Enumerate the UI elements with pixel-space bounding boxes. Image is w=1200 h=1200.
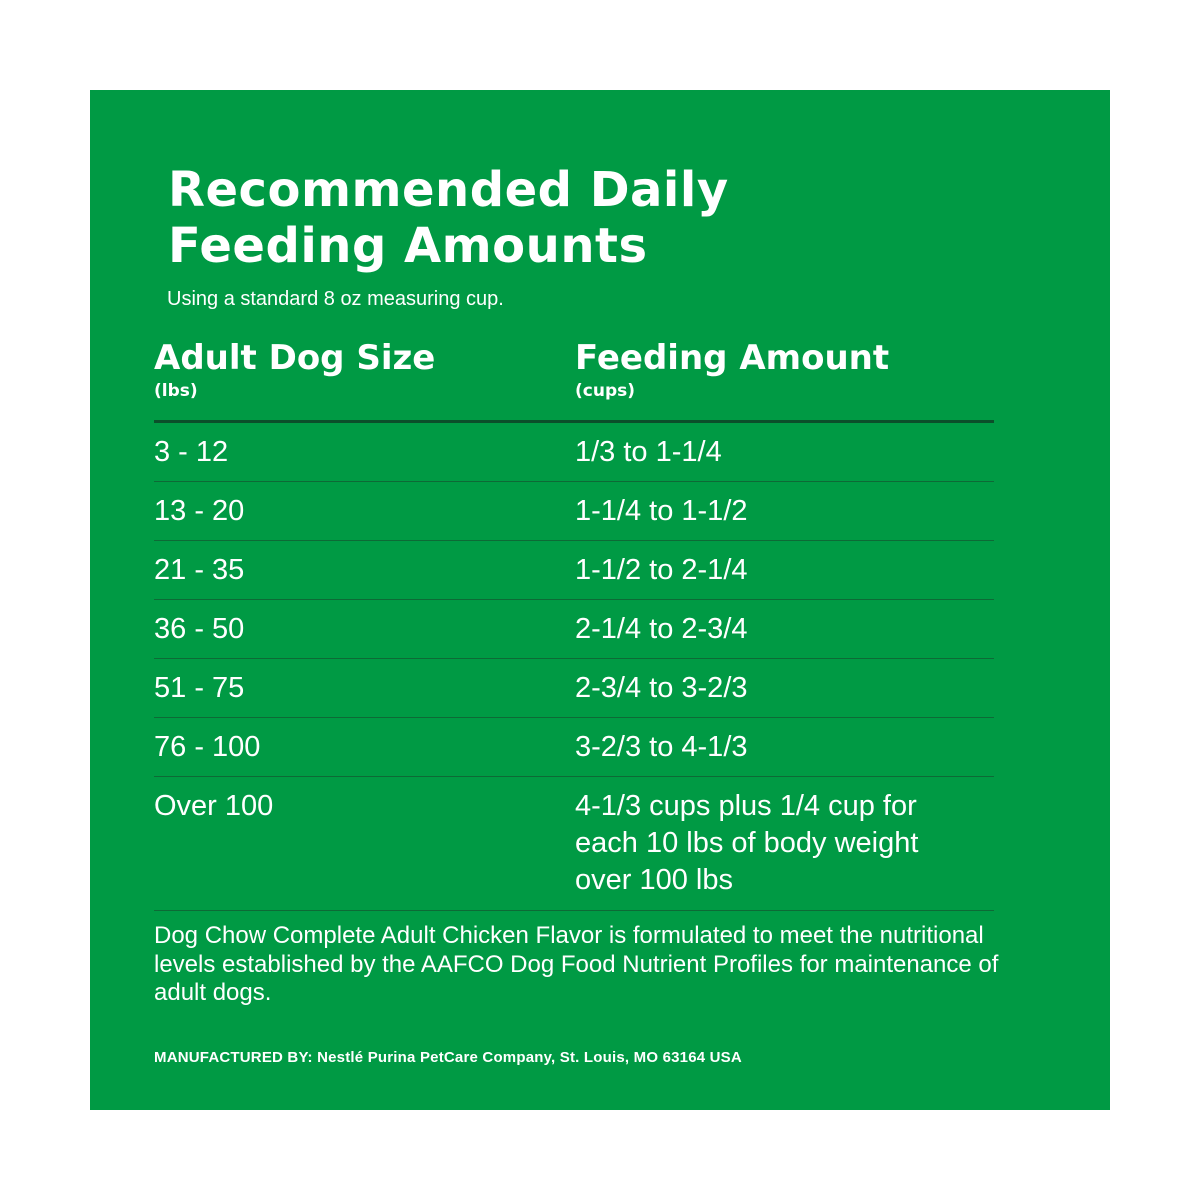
column-header-unit: (lbs)	[154, 381, 198, 401]
feeding-amount-cell: 4-1/3 cups plus 1/4 cup for each 10 lbs …	[575, 790, 919, 896]
title-line-2: Feeding Amounts	[168, 218, 648, 274]
column-header-dog-size: Adult Dog Size (lbs)	[154, 336, 435, 402]
feeding-guide-panel: Recommended Daily Feeding Amounts Using …	[90, 90, 1110, 1110]
table-row: Over 100 4-1/3 cups plus 1/4 cup for eac…	[154, 777, 994, 911]
table-row: 76 - 100 3-2/3 to 4-1/3	[154, 718, 994, 777]
feeding-amount-cell: 3-2/3 to 4-1/3	[575, 731, 748, 763]
feeding-table: Adult Dog Size (lbs) Feeding Amount (cup…	[154, 336, 994, 911]
dog-size-cell: 51 - 75	[154, 672, 245, 704]
column-header-label: Feeding Amount	[575, 338, 890, 378]
dog-size-cell: 76 - 100	[154, 731, 261, 763]
table-row: 13 - 20 1-1/4 to 1-1/2	[154, 482, 994, 541]
table-row: 51 - 75 2-3/4 to 3-2/3	[154, 659, 994, 718]
title-line-1: Recommended Daily	[168, 162, 729, 218]
feeding-amount-cell: 1/3 to 1-1/4	[575, 436, 722, 468]
feeding-amount-cell: 1-1/2 to 2-1/4	[575, 554, 748, 586]
subtitle: Using a standard 8 oz measuring cup.	[167, 288, 504, 310]
dog-size-cell: 13 - 20	[154, 495, 245, 527]
table-header: Adult Dog Size (lbs) Feeding Amount (cup…	[154, 336, 994, 423]
dog-size-cell: 21 - 35	[154, 554, 245, 586]
manufacturer-line: MANUFACTURED BY: Nestlé Purina PetCare C…	[154, 1049, 742, 1066]
dog-size-cell: 36 - 50	[154, 613, 245, 645]
formulation-note: Dog Chow Complete Adult Chicken Flavor i…	[154, 922, 999, 1006]
feeding-amount-cell: 1-1/4 to 1-1/2	[575, 495, 748, 527]
feeding-amount-cell: 2-3/4 to 3-2/3	[575, 672, 748, 704]
column-header-label: Adult Dog Size	[154, 338, 436, 378]
column-header-unit: (cups)	[575, 381, 636, 401]
table-row: 21 - 35 1-1/2 to 2-1/4	[154, 541, 994, 600]
column-header-feeding-amount: Feeding Amount (cups)	[575, 336, 889, 402]
dog-size-cell: Over 100	[154, 790, 274, 822]
page-title: Recommended Daily Feeding Amounts	[168, 162, 729, 274]
table-row: 36 - 50 2-1/4 to 2-3/4	[154, 600, 994, 659]
dog-size-cell: 3 - 12	[154, 436, 229, 468]
table-row: 3 - 12 1/3 to 1-1/4	[154, 423, 994, 482]
feeding-amount-cell: 2-1/4 to 2-3/4	[575, 613, 748, 645]
